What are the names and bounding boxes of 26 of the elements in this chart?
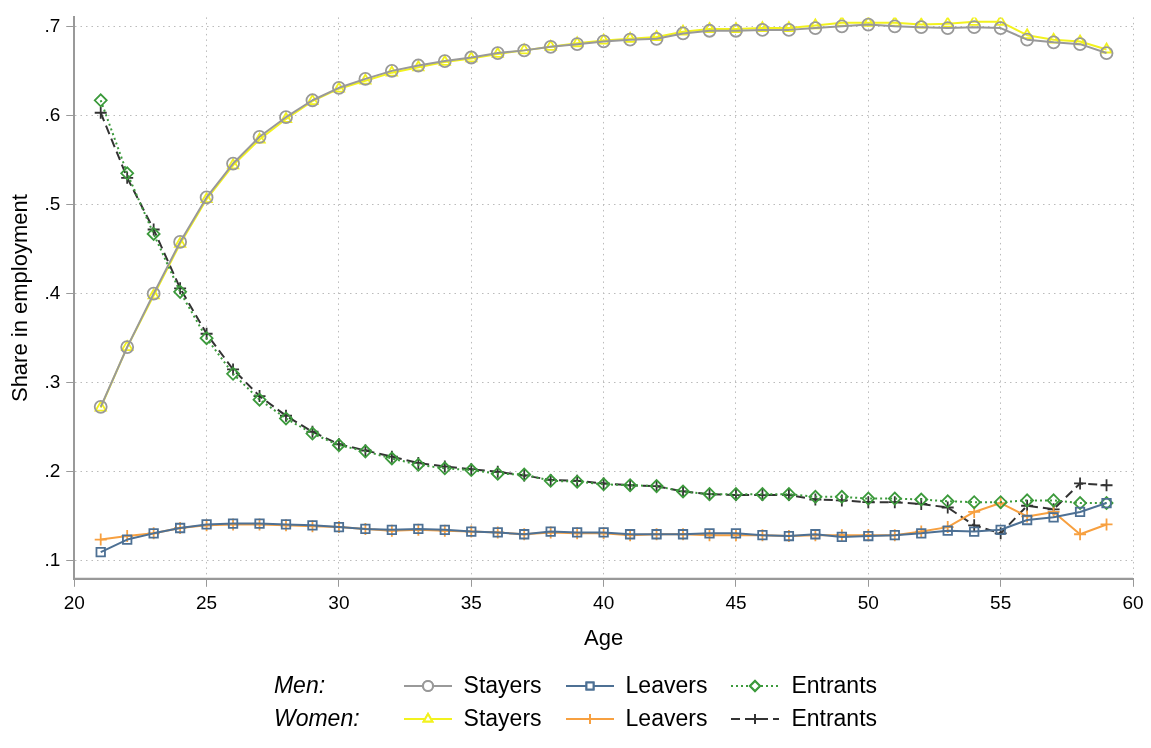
y-tick-label: .5: [44, 192, 61, 214]
y-tick-label: .1: [44, 549, 61, 571]
legend-label: Leavers: [625, 705, 708, 732]
legend-label: Stayers: [463, 705, 542, 732]
legend-label: Stayers: [463, 672, 542, 699]
y-axis-title: Share in employment: [7, 194, 33, 403]
x-tick-label: 45: [725, 592, 747, 614]
legend-label: Leavers: [625, 672, 708, 699]
y-tick-label: .7: [44, 14, 61, 36]
y-tick-label: .2: [44, 460, 61, 482]
x-tick-label: 55: [990, 592, 1012, 614]
x-tick-label: 40: [593, 592, 615, 614]
x-tick-label: 35: [460, 592, 482, 614]
y-tick-label: .4: [44, 281, 61, 303]
x-tick-label: 30: [328, 592, 350, 614]
legend-label: Entrants: [791, 672, 878, 699]
x-tick-label: 20: [63, 592, 85, 614]
text: Men:: [273, 672, 327, 699]
x-tick-label: 25: [196, 592, 218, 614]
x-axis-title: Age: [584, 624, 624, 650]
text: Women:: [273, 705, 361, 732]
legend-label: Entrants: [791, 705, 878, 732]
x-tick-label: 50: [857, 592, 879, 614]
y-tick-label: .6: [44, 103, 61, 125]
x-tick-label: 60: [1122, 592, 1144, 614]
y-tick-label: .3: [44, 370, 61, 392]
